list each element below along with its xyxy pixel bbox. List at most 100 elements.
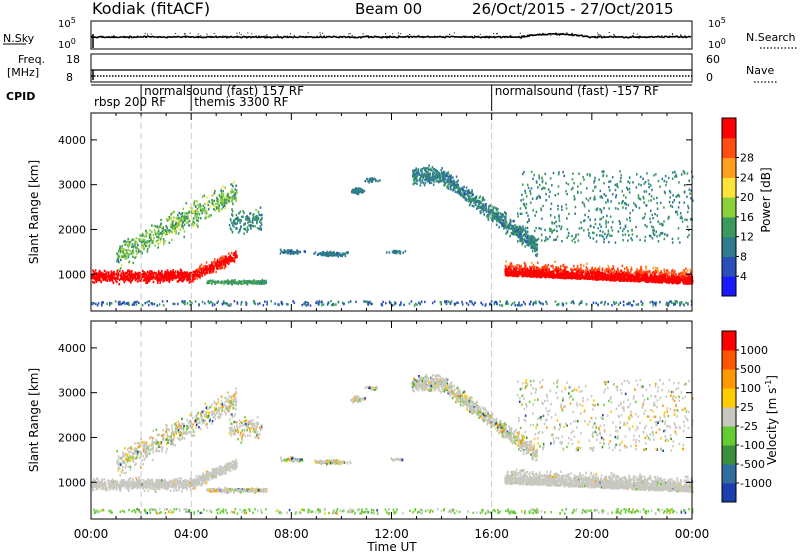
data-cell — [482, 199, 484, 202]
data-cell — [467, 194, 469, 197]
data-cell — [136, 280, 139, 283]
data-cell — [519, 227, 522, 230]
nsky-dot — [661, 35, 663, 37]
data-cell — [254, 218, 256, 221]
data-cell — [234, 280, 236, 283]
nsky-dot — [236, 35, 238, 37]
data-cell — [232, 280, 234, 283]
nsky-dot — [175, 32, 177, 34]
data-cell — [651, 279, 654, 283]
data-cell — [480, 208, 483, 211]
data-cell — [91, 277, 94, 280]
data-cell — [202, 266, 205, 269]
data-cell — [228, 282, 230, 285]
data-cell — [580, 226, 583, 230]
data-cell — [417, 170, 420, 173]
data-cell — [446, 178, 449, 181]
data-cell — [197, 219, 199, 223]
data-cell — [252, 216, 254, 220]
data-cell — [130, 239, 133, 243]
data-cell — [650, 278, 653, 282]
data-cell — [609, 273, 612, 276]
nsky-dot — [418, 34, 420, 36]
data-cell — [513, 272, 515, 275]
data-cell — [336, 251, 338, 255]
data-cell — [413, 174, 415, 177]
data-cell — [539, 268, 541, 271]
data-cell — [146, 247, 149, 251]
data-cell — [92, 269, 94, 272]
data-cell — [415, 169, 418, 172]
data-cell — [259, 225, 262, 228]
data-cell — [614, 275, 616, 278]
data-cell — [227, 196, 230, 200]
data-cell — [520, 271, 523, 274]
data-cell — [371, 179, 373, 182]
data-cell — [224, 265, 227, 268]
data-cell — [290, 250, 293, 253]
data-cell — [205, 271, 207, 274]
data-cell — [148, 245, 151, 248]
data-cell — [223, 260, 226, 264]
data-cell — [471, 190, 473, 194]
data-cell — [626, 266, 628, 269]
data-cell — [577, 272, 579, 275]
data-cell — [557, 204, 559, 208]
data-cell — [536, 243, 538, 246]
data-cell — [579, 277, 582, 280]
data-cell — [218, 264, 220, 267]
data-cell — [256, 226, 259, 230]
data-cell — [248, 220, 251, 223]
data-cell — [432, 176, 435, 180]
data-cell — [216, 258, 219, 262]
data-cell — [443, 173, 446, 176]
data-cell — [143, 242, 146, 246]
nsky-dot — [189, 32, 191, 34]
data-cell — [103, 269, 106, 272]
data-cell — [654, 276, 657, 280]
data-cell — [686, 281, 689, 284]
data-cell — [243, 223, 245, 226]
data-cell — [221, 280, 223, 283]
data-cell — [531, 235, 534, 238]
data-cell — [478, 196, 481, 199]
data-cell — [169, 277, 172, 281]
data-cell — [181, 212, 184, 215]
data-cell — [582, 264, 585, 267]
data-cell — [493, 215, 496, 218]
data-cell — [640, 268, 643, 272]
data-cell — [586, 268, 588, 271]
data-cell — [139, 234, 142, 237]
data-cell — [156, 281, 159, 284]
data-cell — [146, 231, 148, 234]
data-cell — [657, 277, 659, 281]
data-cell — [188, 224, 190, 227]
data-cell — [386, 251, 388, 254]
data-cell — [629, 211, 631, 215]
data-cell — [132, 272, 134, 276]
data-cell — [527, 234, 529, 237]
data-cell — [508, 225, 511, 228]
data-cell — [255, 280, 257, 284]
data-cell — [545, 268, 547, 272]
data-cell — [527, 269, 529, 272]
data-cell — [120, 264, 123, 267]
data-cell — [343, 252, 345, 255]
data-cell — [171, 226, 173, 229]
data-cell — [229, 196, 231, 200]
data-cell — [492, 208, 494, 211]
data-cell — [104, 273, 106, 276]
data-cell — [513, 219, 515, 223]
data-cell — [495, 217, 497, 220]
data-cell — [249, 223, 252, 227]
data-cell — [645, 270, 648, 273]
data-cell — [355, 187, 357, 190]
data-cell — [146, 240, 149, 243]
nsky-dot — [434, 35, 435, 37]
data-cell — [620, 277, 622, 280]
data-cell — [545, 236, 547, 239]
nsky-dot — [496, 33, 498, 35]
data-cell — [445, 175, 448, 178]
data-cell — [120, 258, 122, 262]
data-cell — [671, 270, 673, 273]
